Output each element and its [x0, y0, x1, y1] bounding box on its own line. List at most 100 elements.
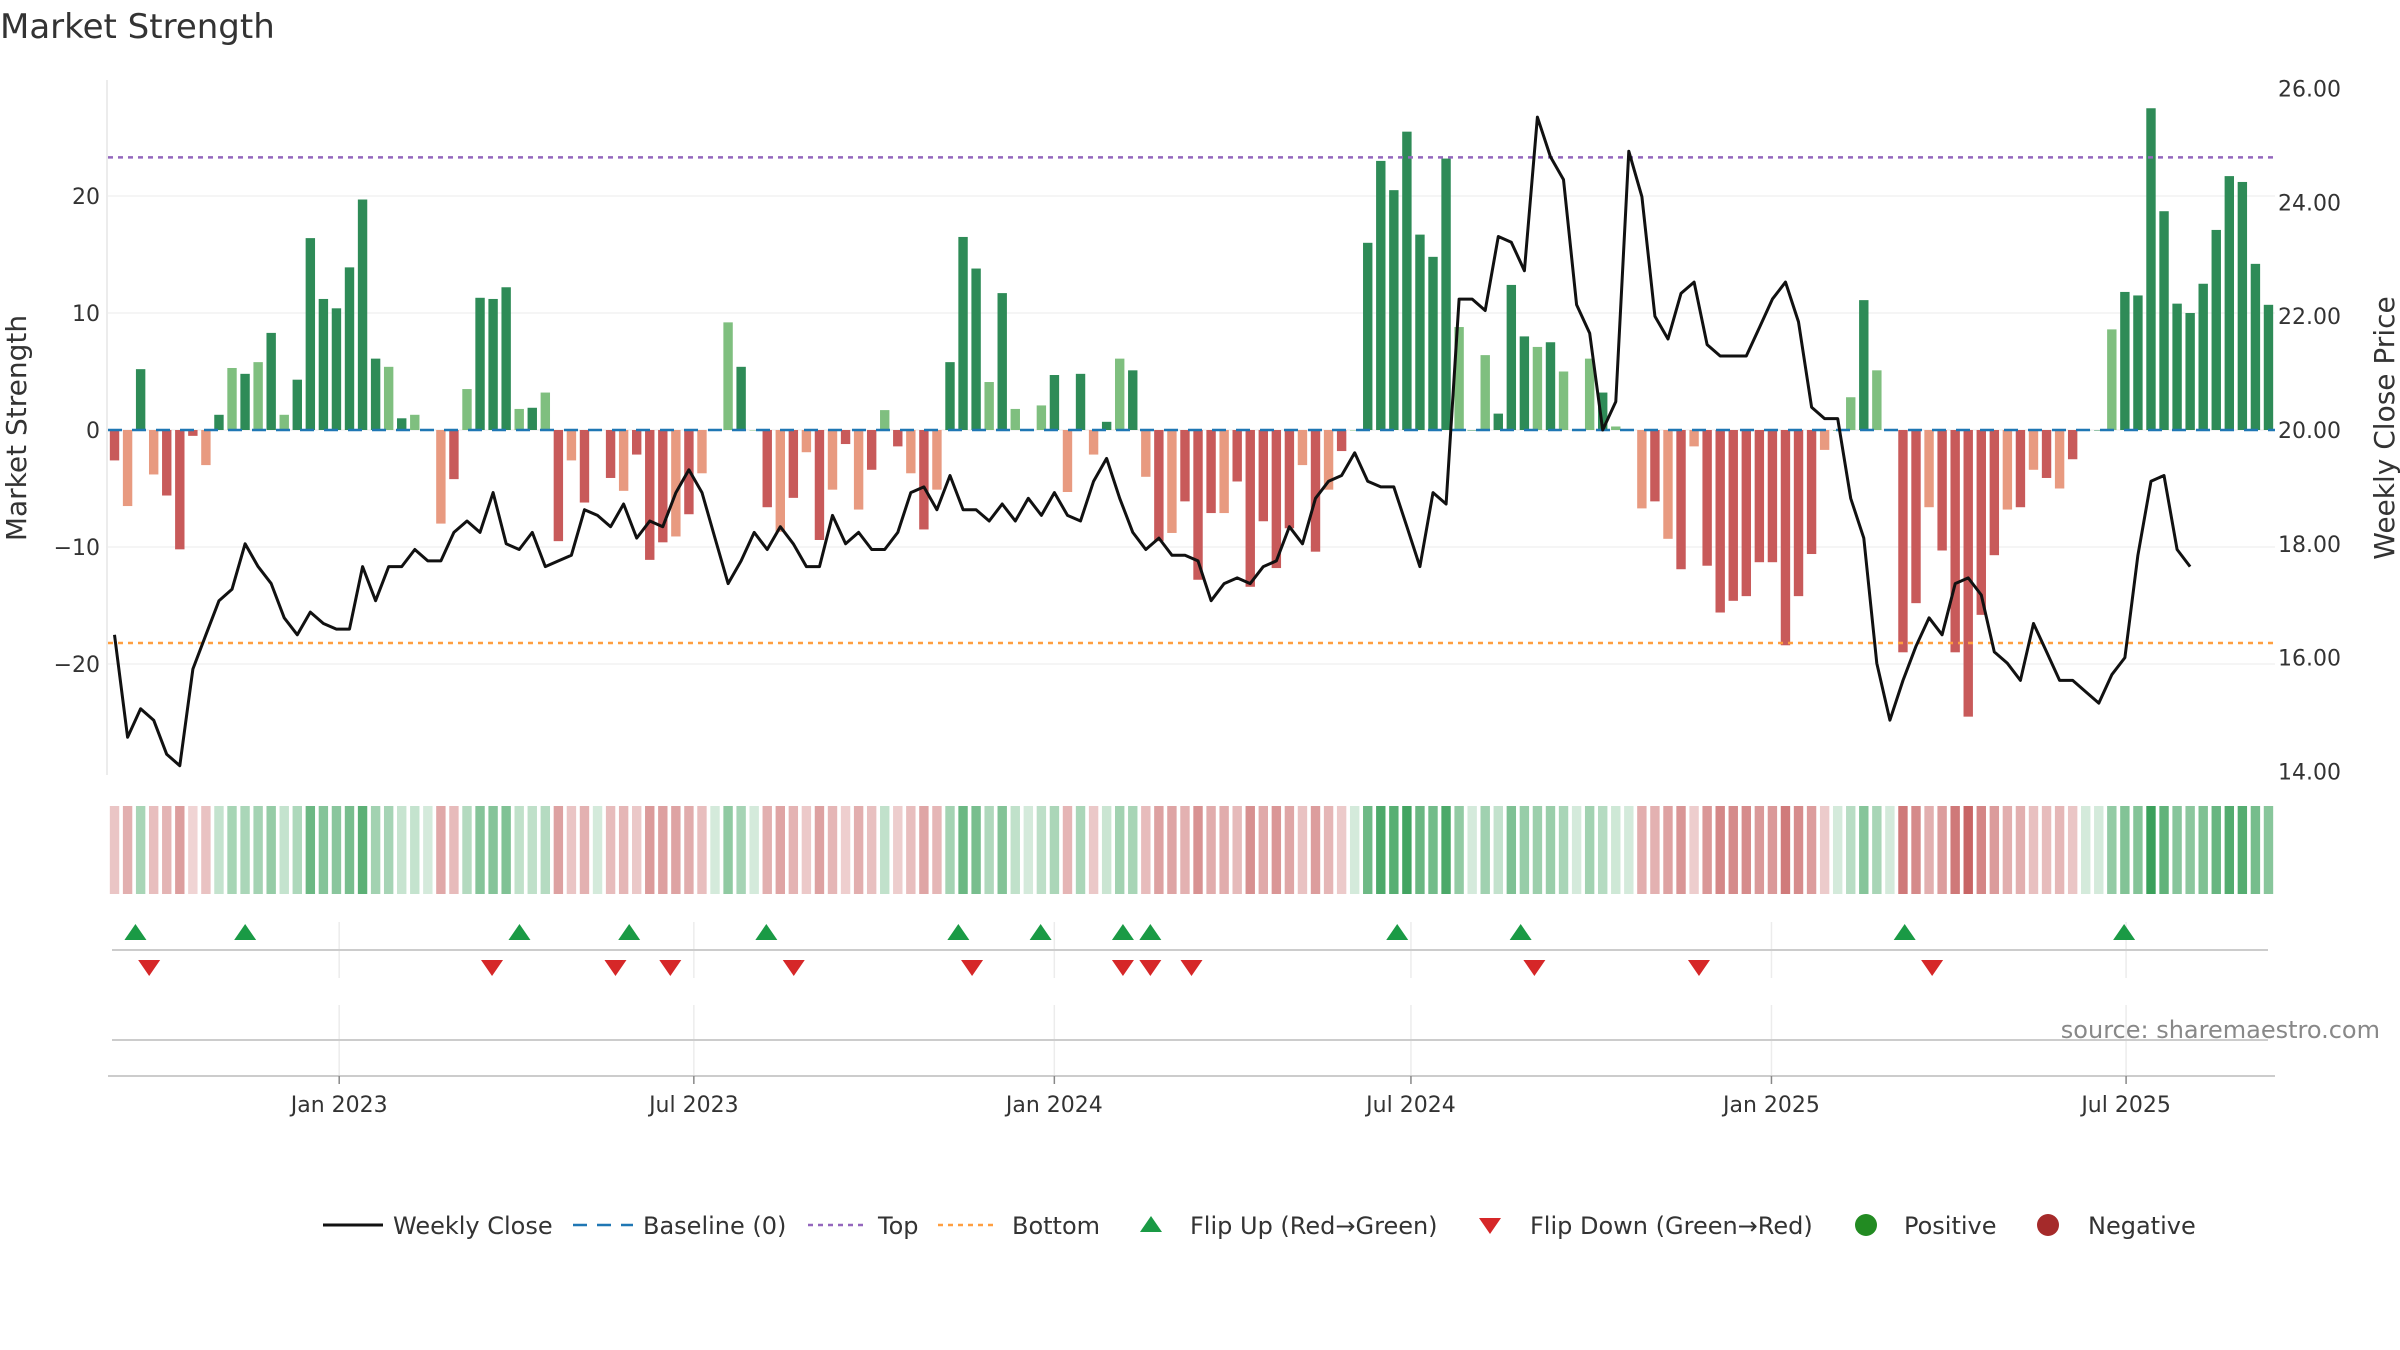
strength-bar [1428, 256, 1438, 430]
right-tick-label: 26.00 [2278, 78, 2341, 103]
flip-down-marker [481, 960, 504, 976]
left-y-axis: 20 10 0 −10 −20 [54, 185, 100, 678]
heat-cell [2107, 806, 2117, 894]
heat-cell [618, 806, 629, 894]
legend-positive-label: Positive [1904, 1212, 1997, 1240]
heat-cell [906, 806, 916, 894]
strength-bar [488, 298, 498, 430]
strength-bar [1859, 300, 1869, 430]
legend-close-label: Weekly Close [393, 1212, 553, 1240]
legend-flip-down-swatch [1479, 1218, 1501, 1234]
heat-cell [1806, 806, 1817, 894]
legend-flip-up-swatch [1140, 1216, 1162, 1232]
heat-cell [2263, 806, 2274, 894]
heat-cell [331, 806, 342, 894]
strength-bar [318, 298, 329, 430]
strength-bar [201, 430, 211, 466]
strength-bar [1506, 284, 1517, 430]
heat-cell [2041, 806, 2052, 894]
strength-bar [1819, 430, 1830, 450]
strength-bar [1846, 397, 1856, 430]
heat-cell [1519, 806, 1530, 894]
main-grid [106, 80, 2275, 775]
strength-bar [2054, 430, 2065, 489]
x-tick-label: Jul 2025 [2079, 1093, 2171, 1118]
heat-cell [514, 806, 524, 894]
strength-bar [1258, 430, 1268, 522]
heat-cell [671, 806, 681, 894]
heat-cell [2198, 806, 2208, 894]
heat-cell [279, 806, 289, 894]
heat-cell [488, 806, 498, 894]
heat-cell [266, 806, 276, 894]
heat-cell [1885, 806, 1895, 894]
strength-bar [410, 414, 420, 430]
strength-bar [475, 297, 485, 430]
strength-bar [397, 418, 407, 430]
flip-up-marker [508, 924, 531, 940]
heat-cell [1676, 806, 1686, 894]
strength-bar [697, 430, 707, 474]
heat-cell [1128, 806, 1138, 894]
strength-bar [2224, 176, 2235, 430]
heat-cell [2146, 806, 2156, 894]
x-tick-label: Jul 2024 [1364, 1093, 1456, 1118]
heat-cell [188, 806, 198, 894]
heat-cell [1767, 806, 1778, 894]
strength-bar [1937, 430, 1947, 551]
strength-bar [1010, 408, 1020, 430]
heat-cell [880, 806, 890, 894]
strength-bar [1180, 430, 1190, 502]
strength-bar [1336, 430, 1347, 452]
strength-bar [1584, 358, 1595, 430]
strength-bar [2002, 430, 2013, 510]
strength-bar [2211, 229, 2221, 430]
heat-cell [1428, 806, 1438, 894]
strength-bar [958, 236, 968, 430]
heat-cell [827, 806, 838, 894]
flip-down-marker [1921, 960, 1944, 976]
strength-bar [997, 293, 1007, 430]
heat-cell [1336, 806, 1347, 894]
heat-cell [1937, 806, 1947, 894]
heat-cell [1389, 806, 1399, 894]
strength-bar [240, 373, 250, 430]
heat-cell [1297, 806, 1308, 894]
heat-cell [2237, 806, 2248, 894]
strength-bar [566, 430, 577, 461]
legend-positive-swatch [1855, 1214, 1877, 1236]
strength-bar [1088, 430, 1099, 455]
heat-cell [1532, 806, 1543, 894]
source-label: source: sharemaestro.com [2061, 1016, 2380, 1044]
heat-cell [1010, 806, 1020, 894]
strength-bar [893, 430, 903, 447]
heat-cell [1180, 806, 1190, 894]
heat-cell [227, 806, 237, 894]
strength-bar [1754, 430, 1765, 563]
left-axis-label: Market Strength [0, 315, 33, 541]
legend-negative-label: Negative [2088, 1212, 2196, 1240]
flip-up-marker [1386, 924, 1409, 940]
heat-cell [344, 806, 355, 894]
strength-bar [1363, 242, 1373, 430]
heat-cell [423, 806, 433, 894]
strength-bar [344, 267, 355, 430]
heat-cell [1598, 806, 1608, 894]
heat-cell [697, 806, 707, 894]
strength-bar [775, 430, 785, 532]
strength-bar [2250, 263, 2261, 430]
strength-bar [880, 410, 890, 430]
strength-bar [971, 268, 981, 430]
heat-cell [1245, 806, 1255, 894]
strength-bar [122, 430, 133, 507]
strength-bar [866, 430, 877, 470]
weekly-close-line [113, 115, 2192, 768]
x-tick-label: Jan 2024 [1004, 1093, 1103, 1118]
strength-bar [645, 430, 655, 560]
strength-bar [527, 407, 537, 430]
left-tick-label: −20 [54, 653, 100, 678]
flip-up-marker [947, 924, 970, 940]
left-tick-label: 20 [72, 185, 100, 210]
flip-down-marker [1180, 960, 1203, 976]
strength-bar [1924, 430, 1934, 508]
